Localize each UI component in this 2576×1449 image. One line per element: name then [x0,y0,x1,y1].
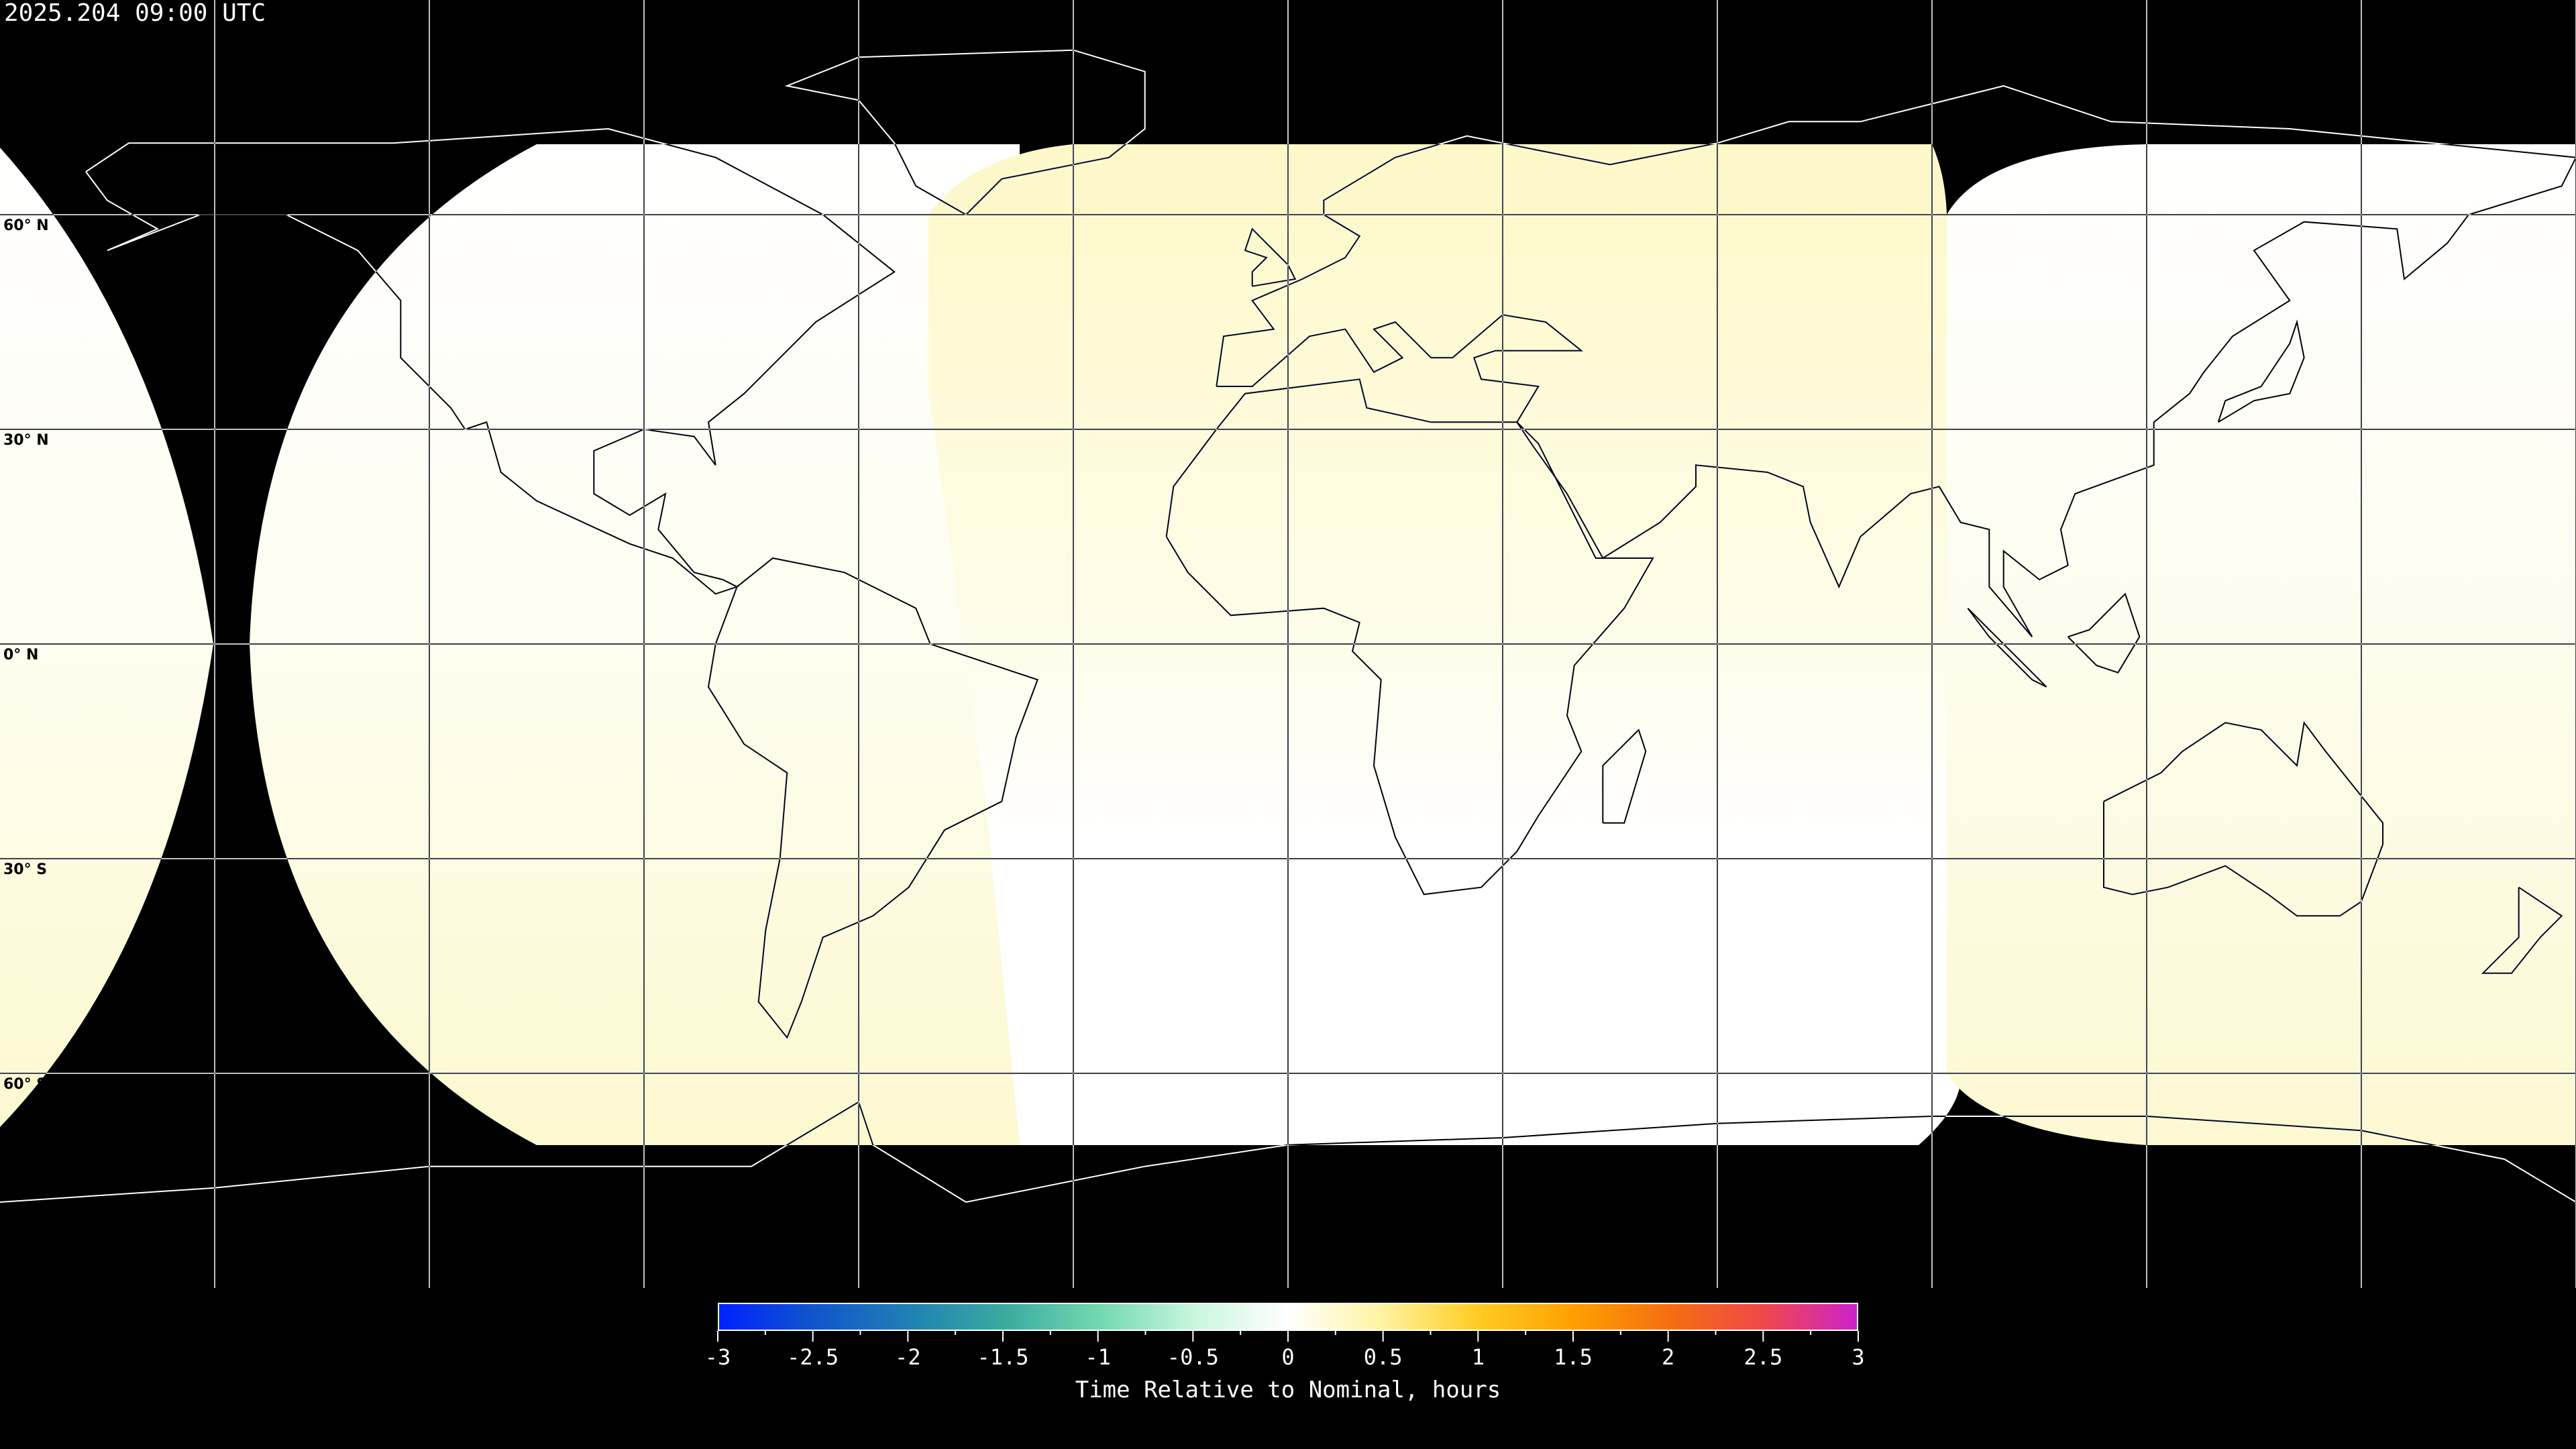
coastline-australia [2103,720,2383,917]
coastline-south-america [707,557,1039,1039]
coverage-far-west [0,148,213,1127]
coastline-great-britain [1244,227,1297,287]
colorbar-tick-label: -3 [705,1344,731,1370]
coastline-africa [1165,378,1654,896]
coverage-central [928,144,1962,1145]
coastlines [0,49,2576,1203]
lat-label-60s: 60° S [3,1076,48,1093]
lat-label-60n: 60° N [3,217,49,234]
coastline-antarctica [0,1101,2576,1203]
lat-label-30n: 30° N [3,432,49,449]
coastline-new-zealand [2481,886,2563,974]
coastline-borneo [2067,592,2141,674]
lat-label-0n: 0° N [3,647,39,663]
colorbar-tick-label: -2 [895,1344,921,1370]
world-map [0,0,2576,1288]
colorbar [718,1303,1858,1331]
colorbar-tick-label: 0.5 [1364,1344,1403,1370]
colorbar-tick-label: -1.5 [977,1344,1028,1370]
coastline-sumatra [1967,607,2047,688]
graticule [0,0,2576,1288]
colorbar-tick-label: -2.5 [787,1344,839,1370]
colorbar-tick-label: 0 [1281,1344,1294,1370]
coastline-eurasia [1216,85,2576,637]
colorbar-tick-label: -0.5 [1167,1344,1219,1370]
coastline-north-america [85,127,896,595]
coverage-east [1947,144,2576,1145]
timestamp-title: 2025.204 09:00 UTC [4,0,266,27]
coastline-greenland [784,49,1146,215]
colorbar-tick-label: -1 [1085,1344,1111,1370]
coverage-regions [0,144,2576,1145]
colorbar-tick-label: 1.5 [1554,1344,1593,1370]
coastline-madagascar [1602,729,1647,824]
lat-label-30s: 30° S [3,861,48,878]
coverage-west [250,144,1020,1145]
coastline-japan [2217,319,2305,423]
colorbar-label: Time Relative to Nominal, hours [1075,1377,1501,1403]
colorbar-tick-label: 2.5 [1743,1344,1782,1370]
colorbar-tick-label: 1 [1472,1344,1485,1370]
colorbar-tick-label: 3 [1851,1344,1864,1370]
colorbar-ticks: -3 -2.5 -2 -1.5 -1 -0.5 0 0.5 1 1.5 2 2.5 3 [705,1331,1865,1370]
colorbar-tick-label: 2 [1662,1344,1674,1370]
